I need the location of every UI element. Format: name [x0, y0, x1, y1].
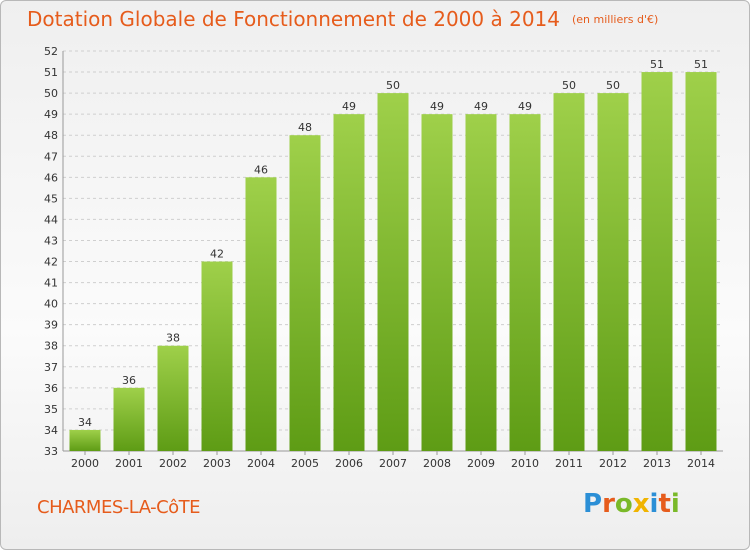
y-tick-label: 39: [44, 319, 58, 332]
y-tick-label: 46: [44, 171, 58, 184]
bar: [245, 177, 277, 451]
y-tick-label: 33: [44, 445, 58, 458]
logo-letter: P: [583, 489, 603, 519]
bar: [113, 387, 145, 451]
bar: [685, 72, 717, 451]
x-tick-label: 2011: [555, 457, 583, 470]
bar: [377, 93, 409, 452]
x-tick-label: 2004: [247, 457, 275, 470]
y-tick-label: 36: [44, 382, 58, 395]
bar: [597, 93, 629, 452]
x-tick-label: 2005: [291, 457, 319, 470]
proxiti-logo: Proxiti: [583, 489, 680, 519]
x-tick-label: 2000: [71, 457, 99, 470]
logo-letter: i: [649, 489, 659, 519]
commune-name: CHARMES-LA-CôTE: [37, 497, 201, 518]
bar-value-label: 34: [78, 416, 92, 429]
x-tick-label: 2009: [467, 457, 495, 470]
logo-letter: i: [670, 489, 680, 519]
x-tick-label: 2013: [643, 457, 671, 470]
y-tick-label: 40: [44, 298, 58, 311]
bar: [289, 135, 321, 452]
y-axis: 33 34 35 36 37 38 39 40 41 42 43 44 45 46 47 48 49 50 51 52: [44, 45, 723, 458]
bar-value-label: 49: [342, 100, 356, 113]
bar: [553, 93, 585, 452]
x-axis: 2000 2001 2002 2003 2004 2005 2006 2007 2008 2009…: [71, 451, 715, 470]
y-tick-label: 37: [44, 361, 58, 374]
y-tick-label: 51: [44, 66, 58, 79]
bar: [465, 114, 497, 451]
logo-letter: r: [602, 489, 615, 519]
chart-unit: (en milliers d'€): [572, 13, 659, 26]
x-tick-label: 2002: [159, 457, 187, 470]
bar-value-label: 46: [254, 163, 268, 176]
bar-value-label: 49: [518, 100, 532, 113]
y-tick-label: 50: [44, 87, 58, 100]
bar: [201, 261, 233, 451]
x-tick-label: 2010: [511, 457, 539, 470]
y-tick-label: 34: [44, 424, 58, 437]
y-tick-label: 44: [44, 213, 58, 226]
bar: [421, 114, 453, 451]
x-tick-label: 2014: [687, 457, 715, 470]
x-tick-label: 2012: [599, 457, 627, 470]
logo-letter: t: [658, 489, 671, 519]
bars: 34 36 38 42 46 48 49 50 49 49 49 50 50 51 51: [69, 58, 717, 452]
bar: [509, 114, 541, 451]
y-tick-label: 43: [44, 234, 58, 247]
y-tick-label: 47: [44, 150, 58, 163]
bar-value-label: 50: [562, 79, 576, 92]
x-tick-label: 2003: [203, 457, 231, 470]
y-tick-label: 38: [44, 340, 58, 353]
bar-value-label: 50: [386, 79, 400, 92]
chart-title: Dotation Globale de Fonctionnement de 20…: [27, 7, 658, 31]
y-tick-label: 42: [44, 256, 58, 269]
x-tick-label: 2007: [379, 457, 407, 470]
y-tick-label: 41: [44, 277, 58, 290]
bar-value-label: 49: [430, 100, 444, 113]
x-tick-label: 2001: [115, 457, 143, 470]
logo-letter: o: [614, 489, 633, 519]
x-tick-label: 2006: [335, 457, 363, 470]
bar: [641, 72, 673, 451]
bar: [157, 345, 189, 451]
bar-value-label: 48: [298, 121, 312, 134]
chart-title-text: Dotation Globale de Fonctionnement de 20…: [27, 7, 560, 31]
bar-value-label: 49: [474, 100, 488, 113]
y-tick-label: 35: [44, 403, 58, 416]
x-tick-label: 2008: [423, 457, 451, 470]
bar-value-label: 38: [166, 332, 180, 345]
y-tick-label: 49: [44, 108, 58, 121]
bar-value-label: 50: [606, 79, 620, 92]
bar-value-label: 51: [650, 58, 664, 71]
bar-value-label: 36: [122, 374, 136, 387]
bar: [69, 429, 101, 451]
bar-value-label: 51: [694, 58, 708, 71]
bar: [333, 114, 365, 451]
y-tick-label: 45: [44, 192, 58, 205]
logo-letter: x: [632, 489, 650, 519]
bar-value-label: 42: [210, 248, 224, 261]
y-tick-label: 52: [44, 45, 58, 58]
y-tick-label: 48: [44, 129, 58, 142]
